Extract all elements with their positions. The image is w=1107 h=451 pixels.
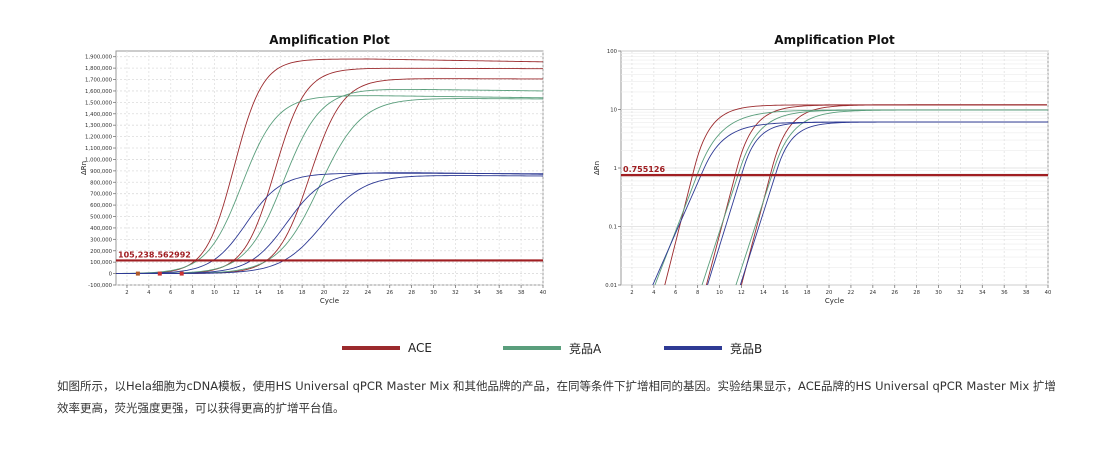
- legend-label-ace: ACE: [408, 341, 432, 355]
- x-tick-label: 12: [233, 290, 240, 296]
- legend-swatch-competitor-b: [664, 346, 722, 350]
- y-tick-label: 400,000: [90, 226, 113, 232]
- legend-item-ace: ACE: [342, 338, 432, 358]
- x-tick-label: 26: [386, 290, 393, 296]
- y-tick-label: 0.1: [609, 225, 617, 231]
- y-tick-label: 900,000: [90, 169, 113, 175]
- y-tick-label: 0: [109, 272, 113, 278]
- y-tick-label: 1,600,000: [85, 89, 113, 95]
- x-tick-label: 32: [452, 290, 459, 296]
- x-tick-label: 38: [1023, 290, 1030, 296]
- x-tick-label: 24: [869, 290, 876, 296]
- x-tick-label: 8: [191, 290, 195, 296]
- amplification-curve: [735, 109, 1048, 285]
- x-tick-label: 6: [169, 290, 173, 296]
- y-tick-label: 100,000: [90, 260, 113, 266]
- figure-caption: 如图所示，以Hela细胞为cDNA模板，使用HS Universal qPCR …: [57, 379, 1056, 415]
- x-tick-label: 26: [891, 290, 898, 296]
- threshold-label: 105,238.562992: [118, 250, 191, 259]
- x-tick-label: 36: [1001, 290, 1008, 296]
- y-tick-label: 1,800,000: [85, 66, 113, 72]
- x-tick-label: 2: [630, 290, 633, 296]
- x-tick-label: 16: [277, 290, 284, 296]
- baseline-marker: [157, 271, 162, 276]
- x-axis-label: Cycle: [320, 297, 339, 305]
- x-tick-label: 18: [299, 290, 306, 296]
- x-tick-label: 12: [738, 290, 745, 296]
- baseline-marker: [135, 271, 140, 276]
- y-tick-label: 1,100,000: [85, 146, 113, 152]
- y-tick-label: 1,700,000: [85, 78, 113, 84]
- chart-title: Amplification Plot: [774, 33, 895, 47]
- x-tick-label: 30: [935, 290, 942, 296]
- baseline-marker: [179, 271, 184, 276]
- x-tick-label: 30: [430, 290, 437, 296]
- x-tick-label: 32: [957, 290, 964, 296]
- y-tick-label: 800,000: [90, 180, 113, 186]
- x-tick-label: 28: [913, 290, 920, 296]
- x-tick-label: 40: [540, 290, 547, 296]
- amplification-curve: [739, 121, 1048, 285]
- legend-label-competitor-a: 竞品A: [569, 341, 602, 356]
- x-tick-label: 40: [1045, 290, 1052, 296]
- legend-label-competitor-b: 竞品B: [730, 341, 763, 356]
- x-tick-label: 38: [518, 290, 525, 296]
- x-tick-label: 2: [125, 290, 128, 296]
- y-tick-label: -100,000: [88, 283, 112, 289]
- x-tick-label: 14: [255, 290, 262, 296]
- amplification-curve: [116, 95, 543, 274]
- amplification-plot-linear: Amplification Plot -100,000 0 100,000 200,00…: [80, 33, 547, 305]
- legend-swatch-ace: [342, 346, 400, 350]
- chart-legend: ACE 竞品A 竞品B: [0, 338, 1107, 358]
- y-tick-label: 1,900,000: [85, 55, 113, 61]
- x-tick-label: 22: [343, 290, 350, 296]
- legend-item-competitor-b: 竞品B: [664, 338, 762, 358]
- y-tick-label: 0.01: [605, 283, 617, 289]
- y-tick-label: 10: [610, 108, 617, 114]
- x-tick-label: 18: [804, 290, 811, 296]
- y-tick-label: 1,400,000: [85, 112, 113, 118]
- y-tick-label: 1,300,000: [85, 123, 113, 129]
- y-tick-label: 1,200,000: [85, 135, 113, 141]
- threshold-label: 0.755126: [623, 165, 665, 174]
- x-tick-label: 28: [408, 290, 415, 296]
- y-tick-label: 1,000,000: [85, 157, 113, 163]
- y-tick-label: 700,000: [90, 192, 113, 198]
- x-tick-label: 20: [321, 290, 328, 296]
- y-axis-label: ΔRn: [593, 161, 601, 175]
- x-tick-label: 34: [474, 290, 481, 296]
- legend-item-competitor-a: 竞品A: [503, 338, 601, 358]
- x-tick-label: 10: [211, 290, 218, 296]
- y-tick-label: 1: [614, 166, 617, 172]
- amplification-curve: [116, 175, 543, 275]
- x-tick-label: 22: [848, 290, 855, 296]
- x-tick-label: 36: [496, 290, 503, 296]
- x-tick-label: 14: [760, 290, 767, 296]
- x-tick-label: 24: [364, 290, 371, 296]
- x-tick-label: 20: [826, 290, 833, 296]
- x-tick-label: 6: [674, 290, 678, 296]
- y-tick-label: 300,000: [90, 237, 113, 243]
- x-tick-label: 34: [979, 290, 986, 296]
- x-axis-label: Cycle: [825, 297, 844, 305]
- legend-swatch-competitor-a: [503, 346, 561, 350]
- chart-title: Amplification Plot: [269, 33, 390, 47]
- x-tick-label: 10: [716, 290, 723, 296]
- x-tick-label: 4: [147, 290, 151, 296]
- x-tick-label: 16: [782, 290, 789, 296]
- y-tick-label: 1,500,000: [85, 100, 113, 106]
- y-tick-label: 500,000: [90, 215, 113, 221]
- y-axis-label: ΔRn: [80, 161, 88, 175]
- y-tick-label: 600,000: [90, 203, 113, 209]
- x-tick-label: 8: [696, 290, 700, 296]
- amplification-curve: [740, 104, 1047, 285]
- y-tick-label: 200,000: [90, 249, 113, 255]
- amplification-curve: [116, 88, 543, 275]
- x-tick-label: 4: [652, 290, 656, 296]
- y-tick-label: 100: [607, 49, 618, 55]
